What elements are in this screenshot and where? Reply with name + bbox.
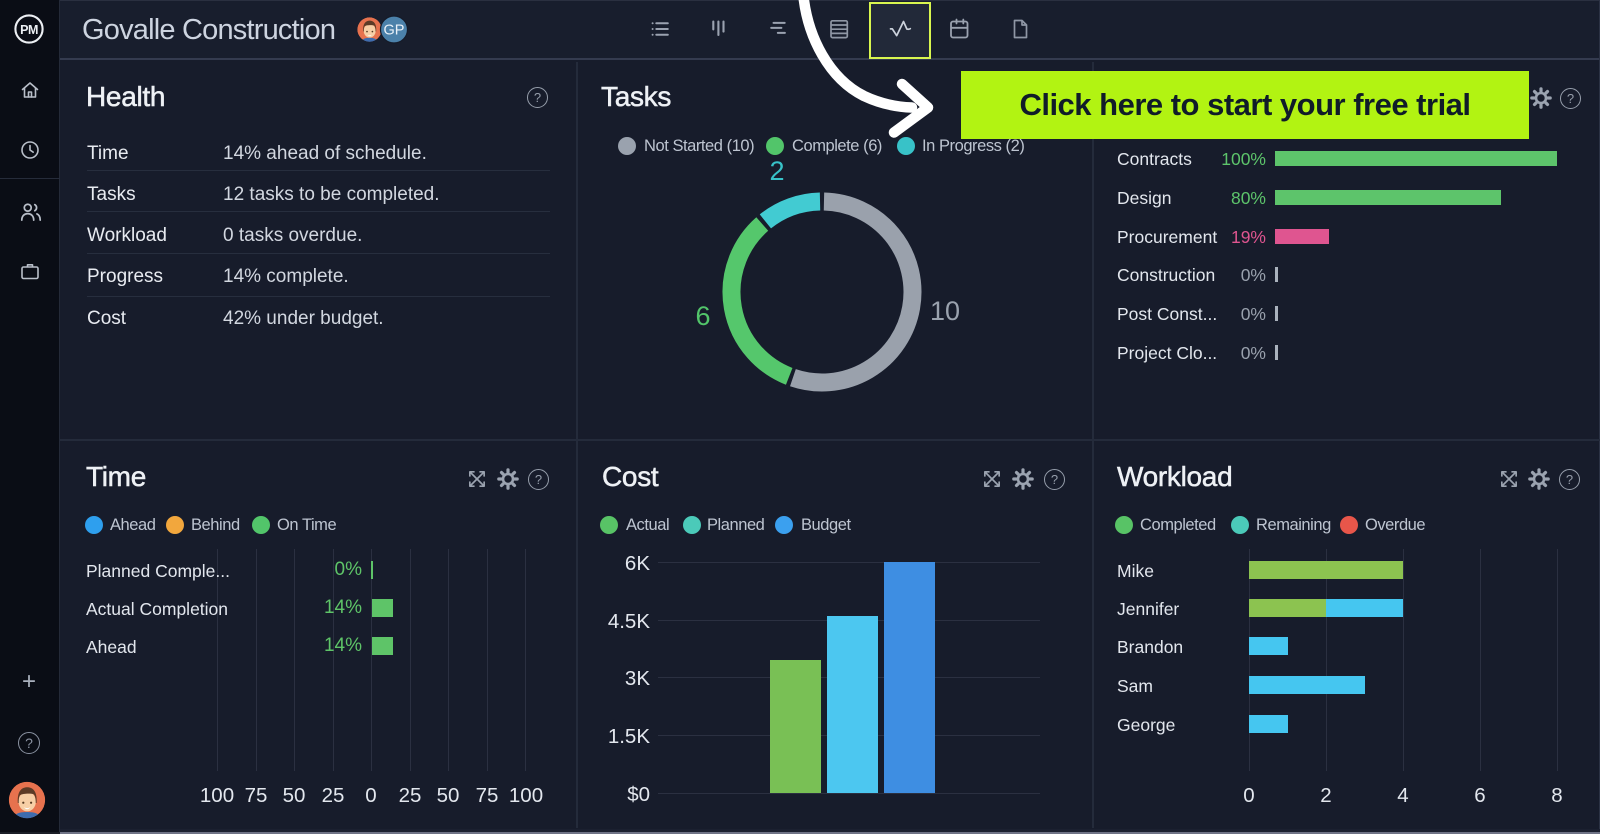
svg-text:GP: GP	[384, 23, 405, 39]
svg-text:PM: PM	[20, 22, 38, 36]
